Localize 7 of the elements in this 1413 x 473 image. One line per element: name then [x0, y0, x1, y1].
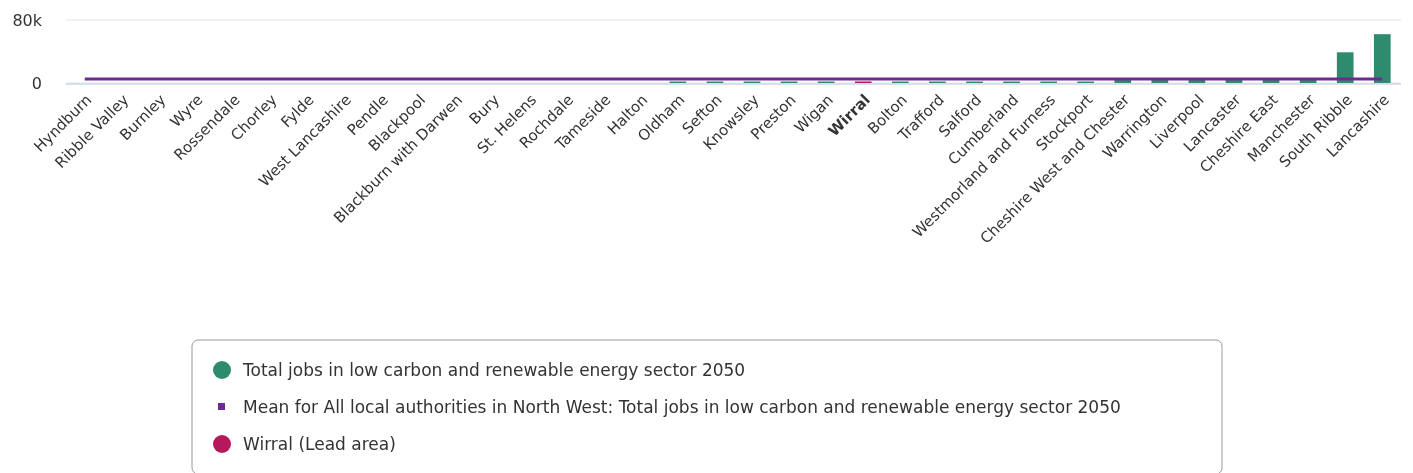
y-tick-label: 0 [31, 73, 42, 93]
legend-label: Mean for All local authorities in North West: Total jobs in low carbon and renewable energy sector 2050 [243, 396, 1121, 417]
legend-label: Wirral (Lead area) [243, 433, 396, 454]
y-tick-label: 80k [12, 10, 43, 30]
bar [1336, 52, 1354, 83]
legend-label: Total jobs in low carbon and renewable energy sector 2050 [242, 359, 746, 380]
bar [1373, 34, 1391, 83]
